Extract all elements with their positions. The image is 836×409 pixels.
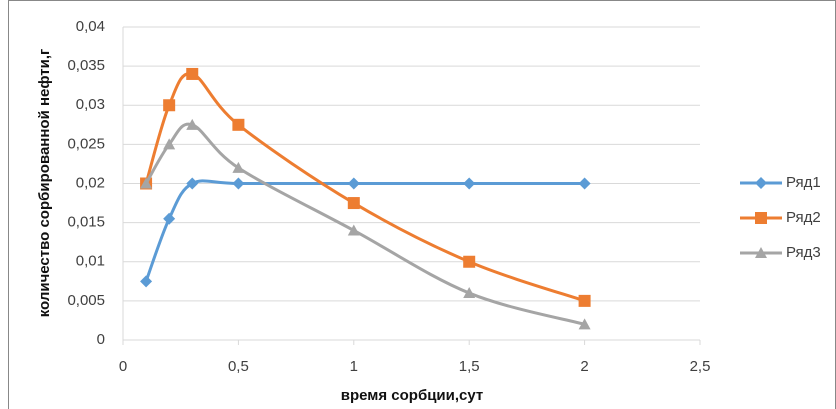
chart-border xyxy=(8,0,836,409)
series-line xyxy=(144,72,586,303)
y-tick-label: 0,035 xyxy=(67,57,105,74)
marker xyxy=(232,118,245,131)
y-tick-label: 0,005 xyxy=(67,292,105,309)
x-tick-label: 2,5 xyxy=(690,358,711,375)
marker xyxy=(232,177,245,190)
marker xyxy=(140,177,153,189)
marker xyxy=(163,212,176,225)
marker xyxy=(186,67,199,80)
y-tick-label: 0,025 xyxy=(67,135,105,152)
legend-label: Ряд3 xyxy=(786,244,821,261)
x-axis-title: время сорбции,сут xyxy=(341,387,484,404)
legend-marker xyxy=(755,212,767,224)
y-tick-label: 0,04 xyxy=(76,18,105,35)
series-line xyxy=(144,179,585,282)
x-tick-label: 0 xyxy=(119,358,127,375)
marker xyxy=(347,177,360,190)
legend-marker xyxy=(755,247,767,258)
legend-marker xyxy=(755,177,767,189)
marker xyxy=(140,275,153,288)
marker xyxy=(463,255,476,268)
marker xyxy=(578,294,591,307)
marker xyxy=(578,177,591,190)
marker xyxy=(163,138,176,150)
x-tick-label: 1,5 xyxy=(459,358,480,375)
marker xyxy=(347,224,360,236)
marker xyxy=(347,197,360,210)
y-axis-title: количество сорбированной нефти,г xyxy=(36,49,53,318)
x-tick-label: 0,5 xyxy=(228,358,249,375)
marker xyxy=(232,161,245,173)
marker xyxy=(578,318,591,330)
x-tick-label: 2 xyxy=(580,358,588,375)
y-tick-label: 0 xyxy=(97,331,105,348)
x-tick-label: 1 xyxy=(350,358,358,375)
marker xyxy=(463,177,476,190)
legend-label: Ряд1 xyxy=(786,174,821,191)
marker xyxy=(186,118,199,130)
legend-label: Ряд2 xyxy=(786,209,821,226)
series-line xyxy=(144,122,585,326)
marker xyxy=(186,177,199,190)
y-tick-label: 0,01 xyxy=(76,253,105,270)
y-tick-label: 0,03 xyxy=(76,96,105,113)
y-tick-label: 0,02 xyxy=(76,174,105,191)
marker xyxy=(163,99,176,112)
y-tick-label: 0,015 xyxy=(67,214,105,231)
marker xyxy=(463,287,476,299)
